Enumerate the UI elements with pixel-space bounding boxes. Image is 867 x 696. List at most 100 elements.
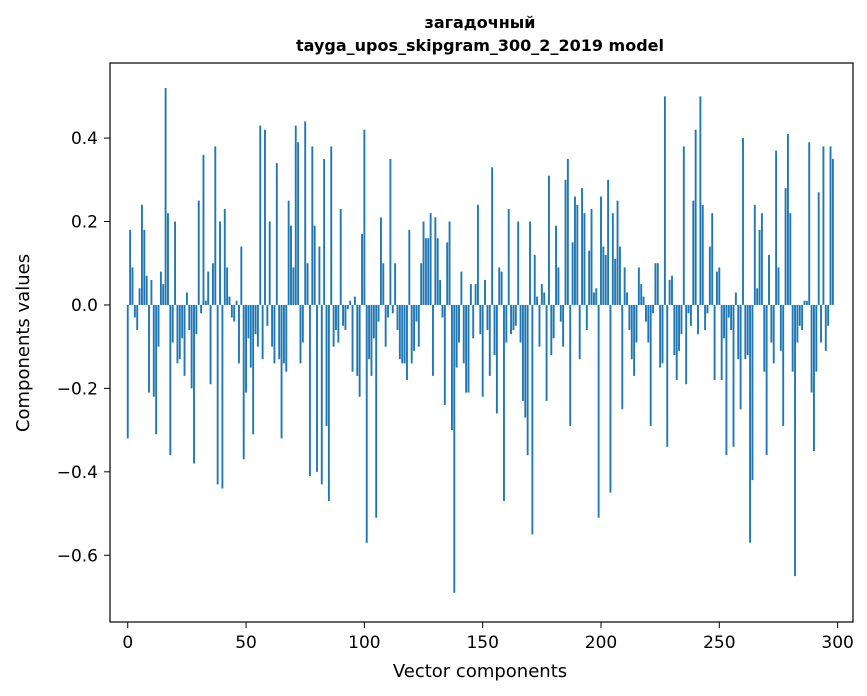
- bar-250: [718, 267, 721, 305]
- bar-86: [330, 146, 333, 305]
- bar-169: [526, 304, 529, 456]
- bar-239: [692, 200, 695, 305]
- bar-54: [254, 304, 257, 335]
- bar-177: [545, 304, 548, 401]
- bar-160: [505, 304, 508, 343]
- bar-114: [396, 304, 399, 330]
- bar-248: [713, 304, 716, 381]
- y-tick-label-2: −0.2: [57, 379, 98, 399]
- bar-273: [772, 304, 775, 364]
- chart-title-line1: загадочный: [425, 13, 536, 32]
- bar-134: [443, 304, 446, 406]
- bar-162: [510, 304, 513, 335]
- bar-99: [361, 234, 363, 305]
- bar-267: [758, 229, 761, 305]
- bar-34: [207, 271, 210, 305]
- bar-129: [432, 304, 434, 376]
- bar-130: [434, 217, 437, 305]
- bar-146: [472, 304, 475, 339]
- bar-83: [323, 158, 326, 305]
- bar-23: [181, 304, 184, 339]
- bar-133: [441, 304, 444, 318]
- bar-270: [765, 304, 768, 456]
- bar-142: [462, 304, 465, 364]
- bar-281: [791, 304, 794, 372]
- bar-292: [817, 192, 820, 305]
- bar-0: [126, 304, 129, 439]
- bar-166: [519, 304, 522, 343]
- bar-230: [671, 275, 673, 305]
- bar-4: [136, 304, 139, 330]
- bar-115: [398, 304, 401, 360]
- bar-252: [723, 304, 725, 339]
- bar-139: [455, 304, 458, 368]
- x-axis-label: Vector components: [393, 661, 567, 682]
- bar-164: [514, 304, 517, 326]
- bar-266: [756, 288, 759, 305]
- bar-82: [320, 304, 323, 485]
- bar-209: [621, 304, 624, 410]
- bar-272: [770, 304, 773, 343]
- bar-96: [353, 296, 356, 305]
- bar-207: [616, 200, 619, 305]
- plot-area-frame: [109, 62, 854, 623]
- bar-13: [157, 304, 160, 347]
- bar-147: [474, 284, 477, 305]
- bar-49: [242, 304, 245, 460]
- x-tick-label-4: 200: [585, 633, 617, 653]
- bar-154: [491, 167, 494, 305]
- bar-194: [585, 304, 588, 330]
- bar-143: [465, 304, 468, 393]
- bar-167: [521, 304, 524, 401]
- bar-196: [590, 209, 593, 305]
- bar-51: [247, 304, 250, 339]
- bar-224: [656, 263, 659, 305]
- bar-271: [768, 254, 770, 305]
- bar-56: [259, 125, 262, 305]
- bar-29: [195, 304, 198, 335]
- bar-106: [377, 304, 380, 322]
- bar-227: [663, 96, 666, 305]
- bar-43: [228, 296, 231, 305]
- bar-59: [266, 304, 269, 326]
- bar-24: [183, 304, 186, 376]
- y-tick-label-0: −0.6: [57, 546, 98, 566]
- bar-80: [316, 304, 318, 472]
- bar-120: [410, 304, 413, 364]
- bar-131: [436, 238, 439, 305]
- bar-213: [630, 304, 633, 360]
- bar-125: [422, 221, 425, 305]
- bar-38: [216, 304, 219, 485]
- bar-101: [365, 304, 368, 543]
- bar-208: [618, 246, 621, 305]
- bar-3: [133, 304, 136, 318]
- bar-181: [555, 225, 557, 305]
- x-tick-label-0: 0: [122, 633, 133, 653]
- bar-187: [569, 304, 572, 426]
- bar-218: [642, 296, 645, 305]
- bar-211: [626, 292, 628, 305]
- y-axis-label: Components values: [13, 254, 34, 432]
- bar-168: [524, 304, 527, 418]
- bar-215: [635, 304, 638, 343]
- bar-17: [167, 213, 169, 305]
- bar-200: [600, 196, 602, 305]
- bar-68: [287, 200, 290, 305]
- x-tick-label-5: 250: [703, 633, 735, 653]
- bar-287: [805, 300, 808, 305]
- bar-173: [536, 296, 539, 305]
- bar-20: [174, 221, 177, 305]
- bar-253: [725, 304, 728, 456]
- bar-243: [701, 204, 704, 305]
- bar-2: [131, 267, 134, 305]
- bar-50: [245, 304, 247, 393]
- x-tick-label-1: 50: [235, 633, 257, 653]
- bar-274: [775, 150, 778, 305]
- bar-262: [746, 304, 749, 356]
- bar-46: [235, 300, 238, 305]
- bar-79: [313, 225, 316, 305]
- bar-203: [607, 179, 610, 305]
- bar-198: [595, 288, 598, 305]
- bar-67: [285, 304, 288, 372]
- bar-27: [190, 304, 193, 389]
